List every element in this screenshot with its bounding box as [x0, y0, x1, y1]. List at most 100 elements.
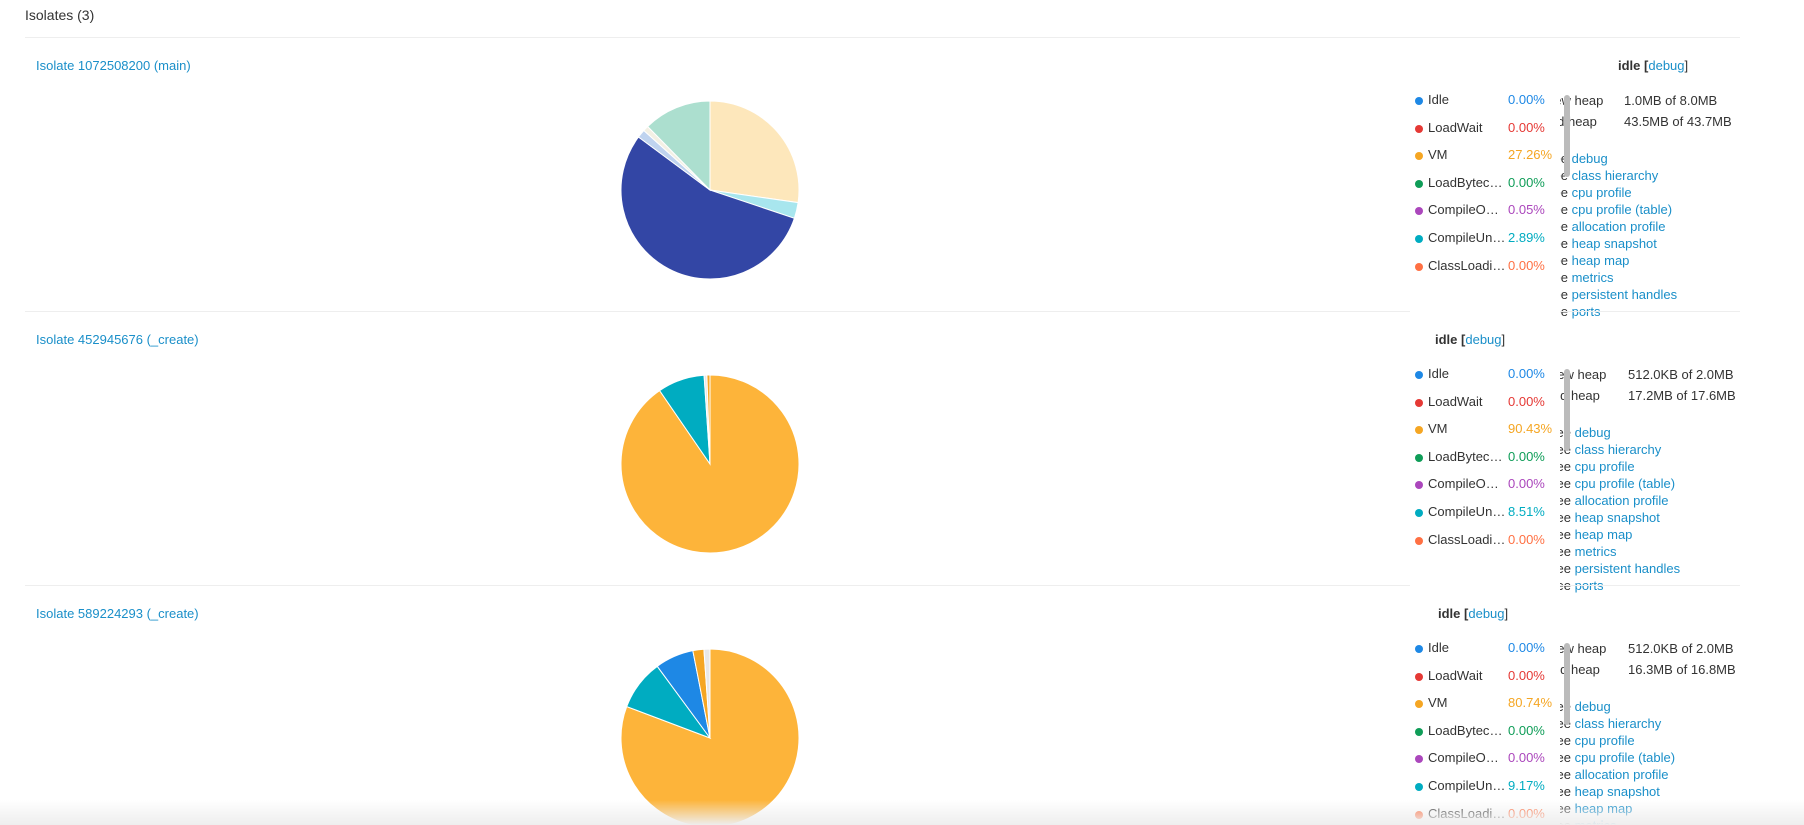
page-link[interactable]: cpu profile	[1571, 185, 1632, 200]
legend-label: CompileUno...	[1428, 230, 1506, 245]
legend-label: LoadWait	[1428, 667, 1483, 683]
legend-value: 0.00%	[1508, 640, 1545, 655]
page-link[interactable]: cpu profile	[1574, 733, 1635, 748]
legend-item: CompileUno... 8.51%	[1410, 504, 1560, 522]
legend-value: 0.00%	[1508, 750, 1545, 766]
legend-label: CompileOpt...	[1428, 750, 1506, 766]
legend-item: VM 80.74%	[1410, 695, 1560, 713]
page-link[interactable]: allocation profile	[1571, 219, 1666, 234]
legend-value: 0.00%	[1508, 476, 1545, 492]
separator	[25, 585, 1740, 586]
pie-slice	[646, 100, 711, 192]
page-link[interactable]: heap snapshot	[1571, 236, 1657, 251]
legend-item: LoadWait 0.00%	[1410, 120, 1560, 138]
isolate-link[interactable]: Isolate 1072508200 (main)	[36, 58, 191, 73]
legend-item: LoadByteco... 0.00%	[1410, 175, 1560, 193]
separator	[25, 37, 1740, 38]
page-link[interactable]: class hierarchy	[1574, 716, 1662, 731]
legend-dot	[1415, 783, 1423, 791]
scrollbar	[1564, 643, 1570, 725]
legend-label: CompileUno...	[1428, 504, 1506, 519]
legend-value: 0.00%	[1508, 393, 1545, 409]
see-row: see cpu profile (table)	[1550, 750, 1675, 765]
legend-dot	[1415, 371, 1423, 379]
legend-value: 90.43%	[1508, 421, 1553, 437]
see-row: see persistent handles	[1547, 287, 1677, 302]
legend-item: CompileOpt... 0.05%	[1410, 202, 1560, 220]
legend-value: 9.17%	[1508, 778, 1545, 793]
legend-label: Idle	[1428, 366, 1449, 381]
legend: Idle 0.00% LoadWait 0.00% VM 90.43% LoadByteco…	[1410, 361, 1560, 604]
scrollbar	[1564, 95, 1570, 177]
legend-value: 0.00%	[1508, 257, 1545, 273]
page-link[interactable]: persistent handles	[1574, 561, 1681, 576]
legend-dot	[1415, 262, 1423, 271]
page-link[interactable]: debug	[1574, 425, 1611, 440]
legend-dot	[1415, 645, 1423, 653]
legend-label: LoadByteco...	[1428, 174, 1506, 190]
see-row: see heap snapshot	[1550, 510, 1660, 525]
legend-label: LoadByteco...	[1428, 722, 1506, 738]
see-row: see cpu profile	[1550, 459, 1635, 474]
legend-label: Idle	[1428, 92, 1449, 107]
page-link[interactable]: heap snapshot	[1574, 510, 1660, 525]
debug-link[interactable]: debug	[1468, 606, 1505, 621]
page-link[interactable]: debug	[1571, 151, 1608, 166]
see-row: see heap snapshot	[1547, 236, 1657, 251]
debug-link[interactable]: debug	[1648, 58, 1685, 73]
legend-dot	[1415, 481, 1423, 490]
page-link[interactable]: metrics	[1574, 544, 1617, 559]
page-link[interactable]: debug	[1574, 699, 1611, 714]
legend-label: CompileOpt...	[1428, 476, 1506, 492]
state: idle	[1435, 332, 1458, 347]
legend-label: CompileOpt...	[1428, 202, 1506, 218]
heap-label: old heap	[1550, 388, 1600, 403]
page-link[interactable]: allocation profile	[1574, 493, 1669, 508]
isolate-link[interactable]: Isolate 589224293 (_create)	[36, 606, 199, 621]
legend-item: CompileUno... 2.89%	[1410, 230, 1560, 248]
bottom-fade	[0, 800, 1804, 825]
heap-value: 16.3MB of 16.8MB	[1628, 662, 1736, 677]
see-row: see allocation profile	[1547, 219, 1666, 234]
isolate-link[interactable]: Isolate 452945676 (_create)	[36, 332, 199, 347]
legend-label: VM	[1428, 695, 1448, 711]
pie-chart	[620, 374, 800, 554]
heap-value: 1.0MB of 8.0MB	[1624, 93, 1718, 108]
page-link[interactable]: metrics	[1571, 270, 1614, 285]
legend-item: CompileOpt... 0.00%	[1410, 750, 1560, 768]
heap-value: 512.0KB of 2.0MB	[1628, 641, 1734, 656]
legend-value: 0.00%	[1508, 722, 1545, 738]
legend-item: Idle 0.00%	[1410, 92, 1560, 110]
see-row: see heap map	[1550, 527, 1632, 542]
isolate-state: idle [debug]	[1618, 58, 1689, 73]
heap-label: new heap	[1547, 93, 1604, 108]
legend-label: LoadWait	[1428, 393, 1483, 409]
page-link[interactable]: heap map	[1571, 253, 1630, 268]
page-link[interactable]: cpu profile	[1574, 459, 1635, 474]
page-link[interactable]: heap map	[1574, 527, 1633, 542]
state: idle	[1438, 606, 1461, 621]
page-link[interactable]: class hierarchy	[1574, 442, 1662, 457]
debug-link[interactable]: debug	[1465, 332, 1502, 347]
legend-item: Idle 0.00%	[1410, 640, 1560, 658]
page-link[interactable]: persistent handles	[1571, 287, 1678, 302]
legend: Idle 0.00% LoadWait 0.00% VM 80.74% LoadByteco…	[1410, 635, 1560, 825]
see-row: see cpu profile (table)	[1550, 476, 1675, 491]
page-link[interactable]: class hierarchy	[1571, 168, 1659, 183]
legend-item: LoadWait 0.00%	[1410, 668, 1560, 686]
page-link[interactable]: allocation profile	[1574, 767, 1669, 782]
legend-value: 0.00%	[1508, 531, 1545, 547]
page-link[interactable]: heap snapshot	[1574, 784, 1660, 799]
page-link[interactable]: cpu profile (table)	[1574, 476, 1676, 491]
legend-dot	[1415, 426, 1423, 435]
legend-value: 0.00%	[1508, 448, 1545, 464]
page-link[interactable]: cpu profile (table)	[1574, 750, 1676, 765]
page-link[interactable]: cpu profile (table)	[1571, 202, 1673, 217]
legend-dot	[1415, 152, 1423, 161]
separator	[25, 311, 1740, 312]
pie-slice	[709, 100, 800, 204]
legend-label: ClassLoading	[1428, 257, 1506, 273]
legend-value: 80.74%	[1508, 695, 1553, 711]
